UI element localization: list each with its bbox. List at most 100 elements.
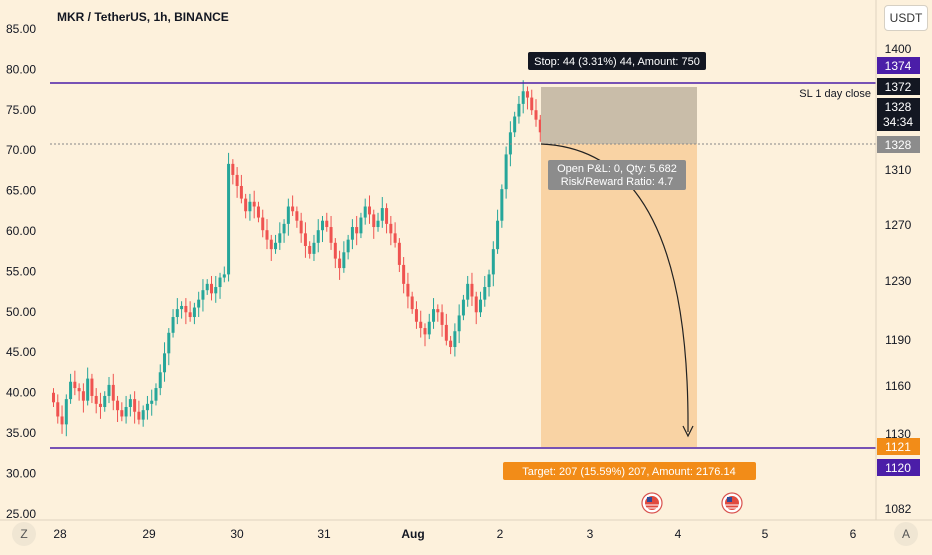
candle bbox=[77, 383, 81, 401]
candle bbox=[449, 335, 453, 355]
time-axis-label: 31 bbox=[317, 527, 331, 541]
candle bbox=[316, 219, 320, 253]
countdown-badge-text: 34:34 bbox=[883, 115, 913, 129]
right-axis-tick: 1230 bbox=[885, 274, 912, 288]
candle bbox=[252, 190, 256, 219]
candle bbox=[120, 402, 124, 422]
candle bbox=[376, 212, 380, 232]
auto-scale-button[interactable]: A bbox=[894, 522, 918, 546]
candle bbox=[538, 114, 542, 142]
candle bbox=[355, 215, 359, 246]
position-label-box bbox=[548, 160, 686, 190]
candle bbox=[235, 167, 239, 198]
candle bbox=[410, 291, 414, 314]
candle bbox=[201, 279, 205, 312]
candle bbox=[483, 275, 487, 307]
candle bbox=[69, 373, 73, 404]
zoom-reset-button[interactable]: Z bbox=[12, 522, 36, 546]
time-axis-label: 4 bbox=[675, 527, 682, 541]
candle bbox=[282, 219, 286, 243]
candle bbox=[380, 197, 384, 228]
target-label: Target: 207 (15.59%) 207, Amount: 2176.1… bbox=[522, 466, 735, 478]
candle bbox=[261, 209, 265, 238]
candle bbox=[90, 373, 94, 404]
candle bbox=[103, 391, 107, 412]
right-axis-tick: 1190 bbox=[885, 333, 911, 347]
time-axis-label: Aug bbox=[401, 527, 424, 541]
candle bbox=[239, 174, 243, 204]
candle bbox=[192, 302, 196, 325]
time-axis-label: 30 bbox=[230, 527, 244, 541]
candle bbox=[256, 201, 260, 223]
left-axis-tick: 75.00 bbox=[6, 103, 36, 117]
candle bbox=[491, 241, 495, 287]
candle bbox=[312, 234, 316, 261]
time-axis-label: 6 bbox=[850, 527, 857, 541]
target-zone[interactable] bbox=[541, 144, 697, 447]
candle bbox=[419, 310, 423, 338]
candle bbox=[163, 342, 167, 382]
candle bbox=[525, 86, 529, 110]
position-label-pnl: Open P&L: 0, Qty: 5.682 bbox=[557, 163, 677, 175]
currency-button[interactable]: USDT bbox=[884, 5, 928, 31]
candle bbox=[321, 215, 325, 243]
candle bbox=[56, 394, 60, 424]
candle bbox=[205, 279, 209, 295]
target-label-box bbox=[503, 462, 756, 480]
lower-level-badge bbox=[877, 459, 920, 476]
us-flag-event-icon[interactable] bbox=[721, 492, 743, 514]
candle bbox=[269, 234, 273, 261]
candle bbox=[393, 222, 397, 248]
candle bbox=[308, 241, 312, 259]
candle bbox=[423, 323, 427, 347]
candle bbox=[461, 294, 465, 321]
arrow-head-icon bbox=[682, 425, 694, 438]
candle bbox=[457, 304, 461, 344]
candle bbox=[487, 269, 491, 297]
candle bbox=[406, 272, 410, 309]
candle bbox=[453, 323, 457, 357]
stop-label-box bbox=[528, 52, 706, 70]
candle bbox=[145, 395, 149, 420]
target-level-badge-text: 1121 bbox=[885, 440, 911, 454]
candle bbox=[372, 209, 376, 239]
left-axis-tick: 25.00 bbox=[6, 507, 36, 521]
candle bbox=[94, 388, 98, 414]
lower-level-badge-text: 1120 bbox=[885, 461, 911, 475]
position-label-ratio: Risk/Reward Ratio: 4.7 bbox=[561, 176, 674, 188]
last-price-badge bbox=[877, 78, 920, 95]
stop-zone[interactable] bbox=[541, 87, 697, 144]
candle bbox=[158, 364, 162, 396]
candle bbox=[218, 272, 222, 299]
candle bbox=[470, 272, 474, 306]
time-axis-label: 2 bbox=[497, 527, 504, 541]
candle bbox=[133, 391, 137, 424]
left-axis-tick: 65.00 bbox=[6, 184, 36, 198]
candle bbox=[286, 198, 290, 236]
candle bbox=[517, 95, 521, 124]
upper-level-badge bbox=[877, 57, 920, 74]
candle bbox=[385, 203, 389, 234]
projection-curve bbox=[540, 143, 689, 433]
us-flag-event-icon[interactable] bbox=[641, 492, 663, 514]
candle bbox=[197, 291, 201, 318]
candle bbox=[64, 394, 68, 437]
candle bbox=[222, 266, 226, 283]
right-axis-tick: 1310 bbox=[885, 163, 912, 177]
candle bbox=[60, 405, 64, 434]
candle bbox=[363, 198, 367, 225]
candle bbox=[479, 291, 482, 318]
candle bbox=[180, 301, 184, 319]
time-axis[interactable]: 28 29 30 31 Aug 2 3 4 5 6 bbox=[53, 527, 856, 541]
left-axis-tick: 85.00 bbox=[6, 22, 36, 36]
candle bbox=[402, 257, 406, 294]
right-axis-tick: 1130 bbox=[885, 427, 911, 441]
right-axis-tick: 1270 bbox=[885, 218, 912, 232]
right-axis-tick: 1082 bbox=[885, 502, 912, 516]
stop-label: Stop: 44 (3.31%) 44, Amount: 750 bbox=[534, 56, 700, 68]
candle bbox=[141, 405, 145, 427]
candle bbox=[124, 395, 128, 424]
left-axis-tick: 45.00 bbox=[6, 345, 36, 359]
